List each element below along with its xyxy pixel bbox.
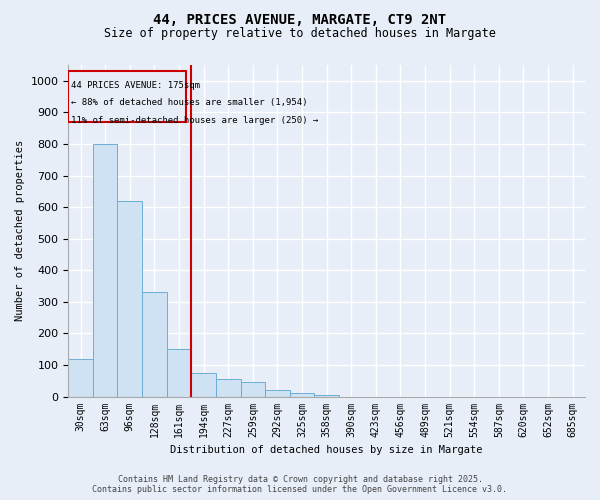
Y-axis label: Number of detached properties: Number of detached properties (15, 140, 25, 322)
Bar (93, 144, 118, 397)
Bar (241, 382, 265, 396)
Text: ← 88% of detached houses are smaller (1,954): ← 88% of detached houses are smaller (1,… (71, 98, 307, 107)
Bar (68, 358, 93, 397)
Bar (68, 72, 187, 122)
Bar (142, 292, 167, 397)
X-axis label: Distribution of detached houses by size in Margate: Distribution of detached houses by size … (170, 445, 483, 455)
Bar (216, 379, 241, 396)
Text: 44, PRICES AVENUE, MARGATE, CT9 2NT: 44, PRICES AVENUE, MARGATE, CT9 2NT (154, 12, 446, 26)
Bar (167, 349, 191, 397)
Bar (290, 394, 314, 396)
Text: Size of property relative to detached houses in Margate: Size of property relative to detached ho… (104, 28, 496, 40)
Text: 11% of semi-detached houses are larger (250) →: 11% of semi-detached houses are larger (… (71, 116, 318, 124)
Text: 44 PRICES AVENUE: 175sqm: 44 PRICES AVENUE: 175sqm (71, 81, 200, 90)
Bar (118, 201, 142, 396)
Bar (191, 373, 216, 396)
Bar (265, 390, 290, 396)
Text: Contains HM Land Registry data © Crown copyright and database right 2025.
Contai: Contains HM Land Registry data © Crown c… (92, 474, 508, 494)
Bar (314, 395, 339, 396)
